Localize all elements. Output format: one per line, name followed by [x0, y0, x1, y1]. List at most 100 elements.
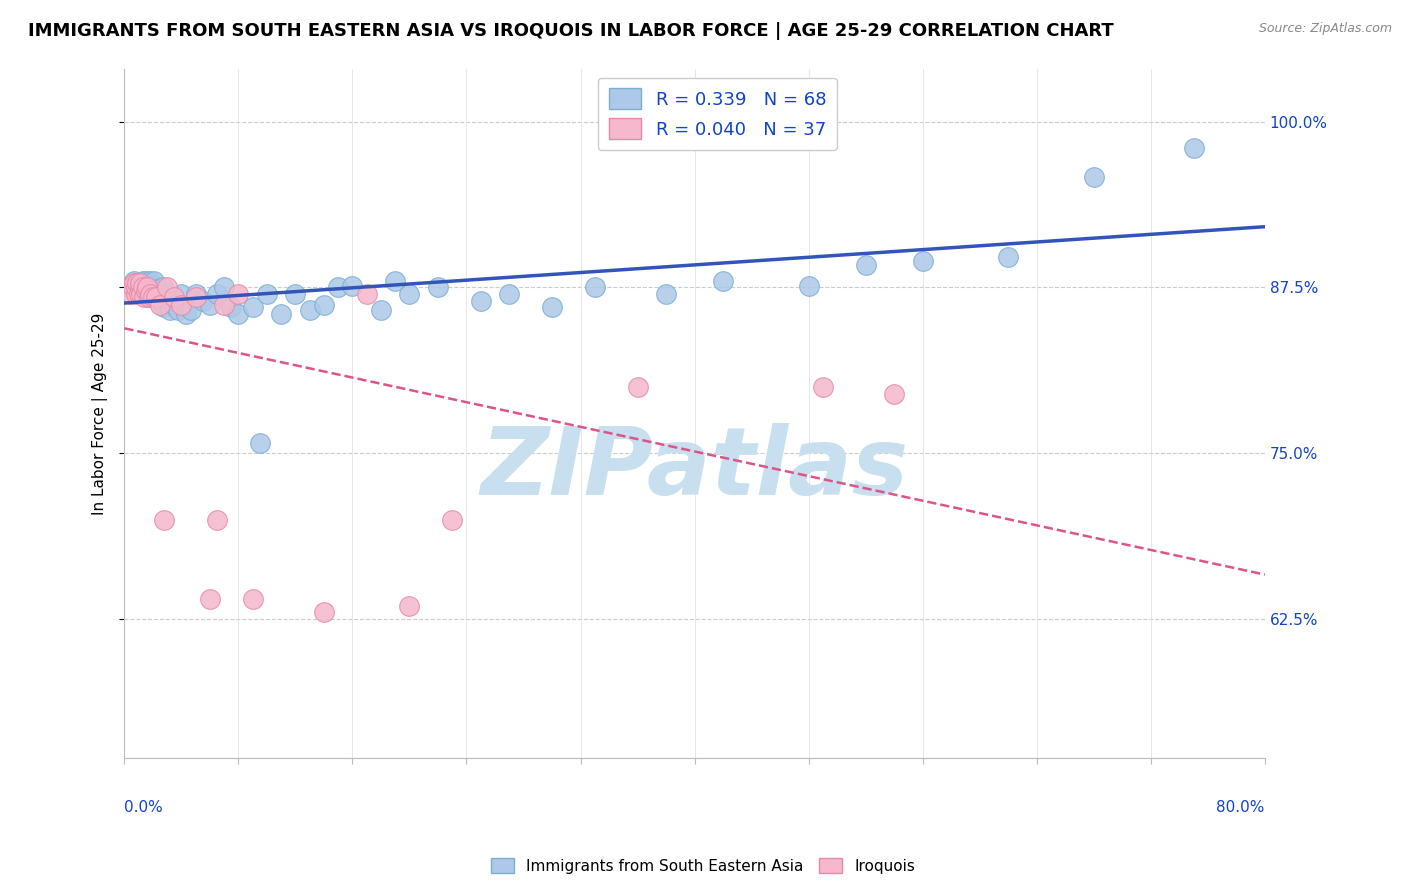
Point: [136, 290, 159, 304]
Point: [132, 274, 155, 288]
Point: [141, 290, 163, 304]
Point: [139, 279, 162, 293]
Point: [142, 290, 165, 304]
Point: [136, 280, 159, 294]
Point: [180, 302, 202, 317]
Point: [811, 380, 834, 394]
Point: [426, 280, 449, 294]
Point: [132, 279, 155, 293]
Point: [150, 287, 173, 301]
Point: [127, 277, 149, 291]
Point: [134, 290, 156, 304]
Point: [205, 287, 228, 301]
Point: [370, 302, 392, 317]
Point: [398, 599, 420, 613]
Point: [138, 290, 160, 304]
Point: [198, 592, 221, 607]
Point: [121, 280, 143, 294]
Point: [212, 298, 235, 312]
Point: [163, 290, 186, 304]
Point: [125, 287, 148, 301]
Point: [141, 285, 163, 299]
Point: [146, 282, 169, 296]
Point: [143, 274, 166, 288]
Point: [312, 298, 335, 312]
Point: [242, 301, 264, 315]
Point: [117, 280, 139, 294]
Point: [219, 301, 242, 315]
Point: [125, 280, 148, 294]
Point: [134, 277, 156, 291]
Point: [541, 301, 564, 315]
Point: [342, 279, 364, 293]
Point: [270, 307, 292, 321]
Point: [124, 277, 146, 291]
Point: [136, 285, 159, 299]
Point: [328, 280, 350, 294]
Point: [159, 302, 181, 317]
Point: [145, 285, 167, 299]
Point: [184, 290, 207, 304]
Point: [129, 280, 152, 294]
Point: [398, 287, 420, 301]
Point: [149, 298, 172, 312]
Point: [1182, 141, 1205, 155]
Point: [124, 274, 146, 288]
Text: Source: ZipAtlas.com: Source: ZipAtlas.com: [1258, 22, 1392, 36]
Legend: Immigrants from South Eastern Asia, Iroquois: Immigrants from South Eastern Asia, Iroq…: [485, 852, 921, 880]
Point: [156, 293, 179, 308]
Point: [153, 512, 176, 526]
Point: [312, 606, 335, 620]
Point: [855, 258, 877, 272]
Point: [125, 277, 148, 291]
Point: [153, 301, 176, 315]
Point: [131, 287, 153, 301]
Point: [242, 592, 264, 607]
Point: [156, 280, 179, 294]
Text: ZIPatlas: ZIPatlas: [481, 423, 908, 515]
Point: [128, 287, 150, 301]
Point: [135, 285, 157, 299]
Point: [170, 287, 193, 301]
Point: [131, 282, 153, 296]
Point: [583, 280, 606, 294]
Point: [145, 290, 167, 304]
Point: [129, 277, 152, 291]
Point: [997, 250, 1019, 264]
Point: [120, 280, 142, 294]
Text: IMMIGRANTS FROM SOUTH EASTERN ASIA VS IROQUOIS IN LABOR FORCE | AGE 25-29 CORREL: IMMIGRANTS FROM SOUTH EASTERN ASIA VS IR…: [28, 22, 1114, 40]
Point: [198, 298, 221, 312]
Point: [711, 274, 734, 288]
Point: [149, 293, 172, 308]
Point: [128, 285, 150, 299]
Point: [384, 274, 406, 288]
Point: [129, 287, 152, 301]
Point: [135, 274, 157, 288]
Point: [132, 280, 155, 294]
Point: [135, 280, 157, 294]
Point: [1083, 170, 1105, 185]
Point: [163, 298, 186, 312]
Point: [136, 279, 159, 293]
Point: [128, 279, 150, 293]
Point: [184, 287, 207, 301]
Point: [655, 287, 678, 301]
Point: [797, 279, 820, 293]
Point: [249, 435, 271, 450]
Point: [883, 386, 905, 401]
Point: [256, 287, 278, 301]
Text: 80.0%: 80.0%: [1216, 800, 1265, 814]
Text: 0.0%: 0.0%: [124, 800, 163, 814]
Point: [205, 512, 228, 526]
Point: [626, 380, 648, 394]
Point: [228, 307, 250, 321]
Point: [191, 293, 214, 308]
Point: [142, 279, 165, 293]
Legend: R = 0.339   N = 68, R = 0.040   N = 37: R = 0.339 N = 68, R = 0.040 N = 37: [598, 78, 837, 150]
Point: [212, 280, 235, 294]
Point: [441, 512, 464, 526]
Point: [120, 287, 142, 301]
Point: [228, 287, 250, 301]
Point: [298, 302, 321, 317]
Point: [284, 287, 307, 301]
